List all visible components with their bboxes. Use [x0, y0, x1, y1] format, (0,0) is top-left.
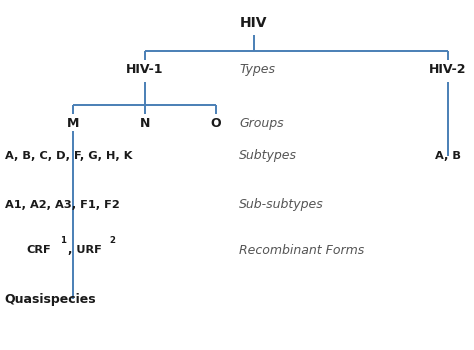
Text: A, B: A, B: [435, 151, 461, 161]
Text: 2: 2: [109, 236, 116, 245]
Text: HIV-2: HIV-2: [429, 63, 467, 76]
Text: Groups: Groups: [239, 117, 284, 130]
Text: Subtypes: Subtypes: [239, 149, 297, 162]
Text: A1, A2, A3, F1, F2: A1, A2, A3, F1, F2: [5, 200, 119, 210]
Text: 1: 1: [60, 236, 66, 245]
Text: Quasispecies: Quasispecies: [5, 293, 96, 306]
Text: , URF: , URF: [68, 245, 101, 255]
Text: Recombinant Forms: Recombinant Forms: [239, 244, 365, 257]
Text: A, B, C, D, F, G, H, K: A, B, C, D, F, G, H, K: [5, 151, 132, 161]
Text: HIV-1: HIV-1: [126, 63, 164, 76]
Text: N: N: [139, 117, 150, 130]
Text: O: O: [210, 117, 221, 130]
Text: HIV: HIV: [240, 16, 267, 30]
Text: Types: Types: [239, 63, 275, 76]
Text: CRF: CRF: [26, 245, 51, 255]
Text: M: M: [67, 117, 80, 130]
Text: Sub-subtypes: Sub-subtypes: [239, 198, 324, 211]
